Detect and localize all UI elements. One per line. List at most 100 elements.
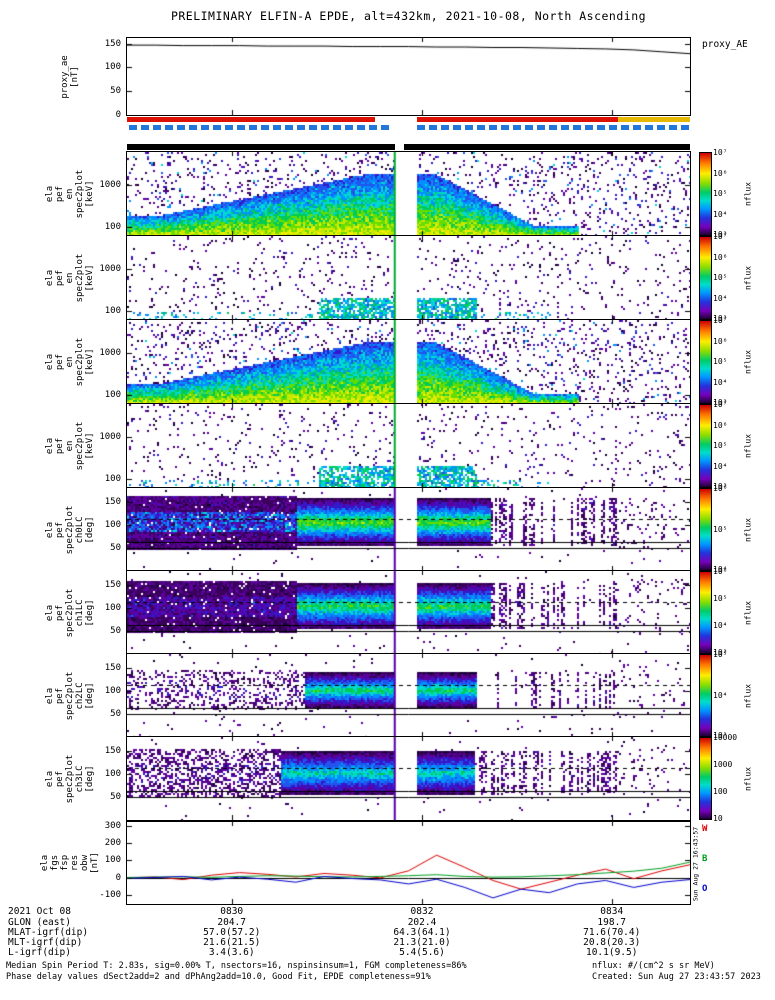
info-value-2-0: 21.6(21.5) xyxy=(203,937,261,948)
cbtick-ch3LC-0: 10000 xyxy=(713,733,738,742)
info-value-3-2: 10.1(9.5) xyxy=(585,947,638,958)
ytick-ch1LC-100: 100 xyxy=(104,602,121,613)
colorbar-ch1LC xyxy=(699,571,712,654)
ytick-en-spec2plot-1-100: 100 xyxy=(104,221,121,232)
colorbar-ch2LC xyxy=(699,654,712,737)
cbtick-ch1LC-3: 10³ xyxy=(713,648,728,657)
info-value-2-2: 20.8(20.3) xyxy=(583,937,641,948)
xtick-0832: 0832 xyxy=(410,906,434,917)
cbtick-ch3LC-2: 100 xyxy=(713,787,728,796)
ytick-fgs-fsp-res-obw-0: 0 xyxy=(115,872,121,883)
info-value-1-1: 64.3(64.1) xyxy=(393,927,451,938)
cbtick-en-spec2plot-1-3: 10⁴ xyxy=(713,209,728,219)
cbtick-en-spec2plot-3-3: 10⁴ xyxy=(713,377,728,387)
panel-ch3LC xyxy=(126,736,691,821)
cbtick-en-spec2plot-3-2: 10⁵ xyxy=(713,357,728,366)
ytick-en-spec2plot-2-1000: 1000 xyxy=(99,263,121,274)
info-value-2-1: 21.3(21.0) xyxy=(393,937,451,948)
ytick-ch1LC-150: 150 xyxy=(104,579,121,590)
trace-label-O: O xyxy=(702,884,708,894)
ytick-ch0LC-50: 50 xyxy=(110,542,121,553)
cbtick-en-spec2plot-3-4: 10³ xyxy=(713,398,728,407)
orbit-bar-red xyxy=(127,117,375,122)
ytick-en-spec2plot-1-1000: 1000 xyxy=(99,179,121,190)
trace-label-W: W xyxy=(702,824,708,834)
info-value-1-0: 57.0(57.2) xyxy=(203,927,261,938)
cbtick-ch1LC-1: 10⁵ xyxy=(713,594,728,603)
xtick-0830: 0830 xyxy=(220,906,244,917)
orbit-bar-blue-dashed xyxy=(416,125,689,130)
colorbar-en-spec2plot-4 xyxy=(699,404,712,488)
cbtick-ch1LC-0: 10⁶ xyxy=(713,567,728,576)
ylabel-en-spec2plot-4: ela pef en spec2plot [keV] xyxy=(45,421,95,471)
ytick-en-spec2plot-3-100: 100 xyxy=(104,389,121,400)
ytick-fgs-fsp-res-obw--100: -100 xyxy=(99,890,121,901)
colorbar-title-ch1LC: nflux xyxy=(743,600,753,625)
cbtick-ch2LC-1: 10⁴ xyxy=(713,690,728,700)
orbit-bar-yellow xyxy=(617,117,690,122)
colorbar-title-en-spec2plot-1: nflux xyxy=(743,181,753,207)
ytick-ch1LC-50: 50 xyxy=(110,625,121,636)
cbtick-en-spec2plot-4-0: 10⁷ xyxy=(713,400,728,409)
ytick-ch0LC-100: 100 xyxy=(104,519,121,530)
ytick-proxy-ae-100: 100 xyxy=(104,62,121,73)
footer-phase-delay: Phase delay values dSect2add=2 and dPhAn… xyxy=(6,972,431,982)
cbtick-en-spec2plot-1-2: 10⁵ xyxy=(713,189,728,198)
info-value-0-0: 204.7 xyxy=(217,917,246,928)
cbtick-en-spec2plot-1-1: 10⁶ xyxy=(713,168,728,178)
panel-en-spec2plot-3 xyxy=(126,319,691,405)
cbtick-en-spec2plot-4-3: 10⁴ xyxy=(713,461,728,471)
panel-ch1LC xyxy=(126,570,691,655)
proxy-ae-right-label: proxy_AE xyxy=(702,39,748,50)
panel-en-spec2plot-2 xyxy=(126,235,691,321)
cbtick-ch0LC-1: 10⁵ xyxy=(713,524,728,534)
cbtick-en-spec2plot-3-1: 10⁶ xyxy=(713,336,728,346)
ylabel-en-spec2plot-1: ela pef en spec2plot [keV] xyxy=(45,169,95,219)
ytick-ch2LC-100: 100 xyxy=(104,685,121,696)
ytick-proxy-ae-150: 150 xyxy=(104,38,121,49)
ytick-fgs-fsp-res-obw-100: 100 xyxy=(104,855,121,866)
xtick-0834: 0834 xyxy=(600,906,624,917)
info-label-0: GLON (east) xyxy=(8,917,71,928)
info-value-0-1: 202.4 xyxy=(407,917,437,928)
info-label-1: MLAT-igrf(dip) xyxy=(8,927,89,938)
ytick-ch3LC-100: 100 xyxy=(104,768,121,779)
ytick-ch2LC-150: 150 xyxy=(104,662,121,673)
ytick-en-spec2plot-4-1000: 1000 xyxy=(99,431,121,442)
cbtick-en-spec2plot-2-1: 10⁶ xyxy=(713,252,728,262)
info-label-3: L-igrf(dip) xyxy=(8,947,71,958)
ytick-ch0LC-150: 150 xyxy=(104,496,121,507)
ytick-ch3LC-150: 150 xyxy=(104,745,121,756)
cbtick-ch3LC-3: 10 xyxy=(713,814,723,823)
colorbar-en-spec2plot-2 xyxy=(699,236,712,320)
cbtick-en-spec2plot-2-3: 10⁴ xyxy=(713,293,728,303)
figure-title: PRELIMINARY ELFIN-A EPDE, alt=432km, 202… xyxy=(170,9,647,23)
cbtick-ch0LC-2: 10⁴ xyxy=(713,565,728,574)
ylabel-en-spec2plot-3: ela pef en spec2plot [keV] xyxy=(45,337,95,387)
ytick-en-spec2plot-2-100: 100 xyxy=(104,305,121,316)
cbtick-en-spec2plot-2-0: 10⁷ xyxy=(713,232,728,241)
colorbar-title-en-spec2plot-2: nflux xyxy=(743,265,753,291)
ytick-ch2LC-50: 50 xyxy=(110,708,121,719)
info-value-3-0: 3.4(3.6) xyxy=(208,947,255,958)
cbtick-en-spec2plot-2-2: 10⁵ xyxy=(713,273,728,282)
panel-ch2LC xyxy=(126,653,691,738)
cbtick-ch2LC-0: 10⁵ xyxy=(713,650,728,659)
cbtick-en-spec2plot-4-1: 10⁶ xyxy=(713,420,728,430)
cbtick-en-spec2plot-2-4: 10³ xyxy=(713,314,728,323)
ytick-fgs-fsp-res-obw-300: 300 xyxy=(104,820,121,831)
side-timestamp: Sun Aug 27 16:43:57 xyxy=(691,826,700,902)
cbtick-ch0LC-0: 10⁶ xyxy=(713,484,728,493)
panel-fgs-fsp-res-obw xyxy=(126,821,691,905)
panel-en-spec2plot-4 xyxy=(126,403,691,489)
cbtick-ch2LC-2: 10³ xyxy=(713,731,728,740)
orbit-bar-blue-dashed xyxy=(129,125,392,130)
cbtick-en-spec2plot-1-4: 10³ xyxy=(713,230,728,239)
cbtick-en-spec2plot-4-4: 10³ xyxy=(713,482,728,491)
cbtick-en-spec2plot-1-0: 10⁷ xyxy=(713,148,728,157)
colorbar-title-ch2LC: nflux xyxy=(743,683,753,708)
orbit-bar-red xyxy=(416,117,618,122)
start-date-label: 2021 Oct 08 xyxy=(8,906,71,917)
science-zone-bar xyxy=(403,144,690,150)
